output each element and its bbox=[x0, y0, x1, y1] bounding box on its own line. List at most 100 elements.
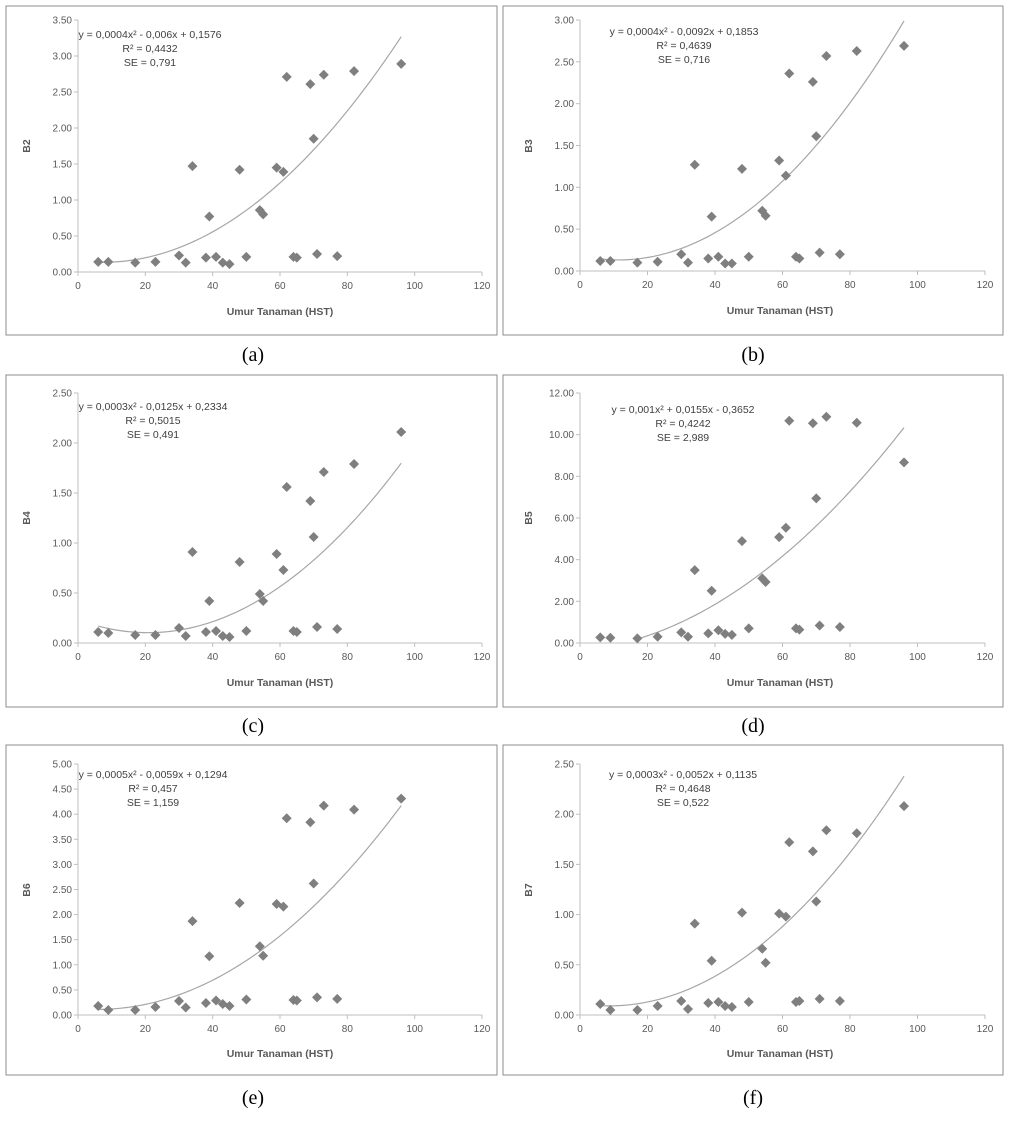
data-point bbox=[794, 624, 805, 635]
y-tick-label: 2.00 bbox=[53, 910, 73, 921]
panel-border bbox=[5, 374, 498, 708]
standard-error-label: SE = 0,791 bbox=[124, 57, 176, 69]
data-point bbox=[720, 628, 731, 639]
standard-error-label: SE = 0,522 bbox=[657, 797, 709, 809]
data-point bbox=[224, 632, 235, 642]
data-point bbox=[737, 163, 747, 174]
data-point bbox=[174, 250, 184, 261]
data-point bbox=[332, 993, 343, 1004]
y-tick-label: 0.00 bbox=[53, 268, 73, 279]
x-tick-label: 20 bbox=[642, 1024, 654, 1035]
data-point bbox=[706, 585, 717, 596]
data-point bbox=[814, 620, 825, 631]
y-tick-label: 1.50 bbox=[555, 860, 575, 871]
x-tick-label: 80 bbox=[342, 281, 354, 292]
x-axis-label: Umur Tanaman (HST) bbox=[227, 677, 334, 689]
data-point bbox=[652, 256, 663, 267]
data-point bbox=[150, 256, 161, 267]
data-point bbox=[713, 251, 724, 262]
data-point bbox=[774, 532, 785, 543]
data-point bbox=[150, 630, 161, 640]
trendline bbox=[637, 427, 905, 640]
standard-error-label: SE = 1,159 bbox=[127, 797, 179, 809]
y-tick-label: 12.00 bbox=[549, 389, 574, 400]
y-tick-label: 2.50 bbox=[53, 88, 73, 99]
x-axis-label: Umur Tanaman (HST) bbox=[227, 306, 334, 318]
data-point bbox=[774, 155, 785, 166]
data-point bbox=[130, 630, 141, 640]
data-point bbox=[150, 1001, 161, 1012]
data-point bbox=[784, 415, 795, 426]
data-point bbox=[834, 249, 845, 260]
panel-caption: (d) bbox=[741, 715, 764, 737]
data-point bbox=[174, 623, 184, 633]
data-point bbox=[93, 1000, 104, 1011]
data-point bbox=[851, 417, 862, 428]
data-point bbox=[204, 951, 215, 962]
data-point bbox=[899, 40, 909, 51]
x-tick-label: 0 bbox=[577, 652, 583, 663]
x-tick-label: 20 bbox=[140, 281, 152, 292]
data-point bbox=[396, 427, 407, 437]
y-tick-label: 0.00 bbox=[555, 1011, 575, 1022]
x-tick-label: 60 bbox=[777, 1024, 789, 1035]
x-tick-label: 60 bbox=[274, 281, 286, 292]
x-tick-label: 60 bbox=[777, 652, 789, 663]
data-point bbox=[349, 804, 360, 815]
y-axis-label: B2 bbox=[21, 139, 33, 153]
data-point bbox=[743, 251, 754, 262]
data-point bbox=[308, 532, 319, 542]
panel-border bbox=[5, 5, 498, 336]
y-tick-label: 5.00 bbox=[53, 760, 73, 771]
y-tick-label: 0.50 bbox=[555, 225, 575, 236]
data-point bbox=[281, 71, 292, 82]
data-point bbox=[821, 825, 832, 836]
x-tick-label: 120 bbox=[474, 652, 491, 663]
data-point bbox=[683, 1003, 693, 1014]
x-tick-label: 20 bbox=[140, 1024, 152, 1035]
y-tick-label: 1.00 bbox=[53, 196, 73, 207]
data-point bbox=[737, 536, 747, 547]
data-point bbox=[595, 632, 606, 643]
data-point bbox=[305, 496, 316, 506]
equation-label: y = 0,0004x² - 0,006x + 0,1576 bbox=[78, 29, 221, 41]
data-point bbox=[676, 627, 687, 638]
data-point bbox=[676, 995, 687, 1006]
x-tick-label: 120 bbox=[977, 652, 994, 663]
x-tick-label: 40 bbox=[709, 1024, 721, 1035]
y-tick-label: 0.50 bbox=[53, 589, 73, 600]
data-point bbox=[130, 1004, 141, 1015]
panel-caption: (c) bbox=[242, 715, 264, 737]
y-tick-label: 1.00 bbox=[53, 539, 73, 550]
data-point bbox=[278, 166, 289, 177]
y-axis-label: B5 bbox=[523, 511, 535, 525]
data-point bbox=[281, 813, 292, 824]
y-tick-label: 0.00 bbox=[53, 1011, 73, 1022]
chart-panel: 0.00 0.50 1.00 1.50 2.00 2.50 0 20 40 60 80 100 120 U… bbox=[5, 374, 498, 737]
y-tick-label: 2.00 bbox=[555, 810, 575, 821]
y-tick-label: 4.50 bbox=[53, 785, 73, 796]
equation-label: y = 0,0005x² - 0,0059x + 0,1294 bbox=[79, 769, 228, 781]
data-point bbox=[234, 164, 245, 175]
data-point bbox=[396, 58, 407, 69]
y-tick-label: 3.50 bbox=[53, 835, 73, 846]
x-tick-label: 0 bbox=[577, 1024, 583, 1035]
data-point bbox=[811, 131, 822, 142]
data-point bbox=[278, 901, 289, 912]
y-tick-label: 0.50 bbox=[555, 960, 575, 971]
data-point bbox=[757, 943, 768, 954]
data-point bbox=[217, 257, 228, 268]
y-tick-label: 3.00 bbox=[53, 52, 73, 63]
panel-caption: (b) bbox=[741, 344, 764, 366]
data-point bbox=[312, 622, 323, 632]
x-tick-label: 0 bbox=[577, 280, 583, 291]
data-point bbox=[234, 557, 245, 567]
standard-error-label: SE = 0,716 bbox=[658, 54, 710, 66]
data-point bbox=[305, 817, 316, 828]
data-point bbox=[760, 957, 771, 968]
data-point bbox=[720, 1000, 731, 1011]
x-tick-label: 80 bbox=[844, 280, 856, 291]
x-tick-label: 0 bbox=[75, 1024, 81, 1035]
data-point bbox=[281, 482, 292, 492]
data-point bbox=[174, 995, 184, 1006]
